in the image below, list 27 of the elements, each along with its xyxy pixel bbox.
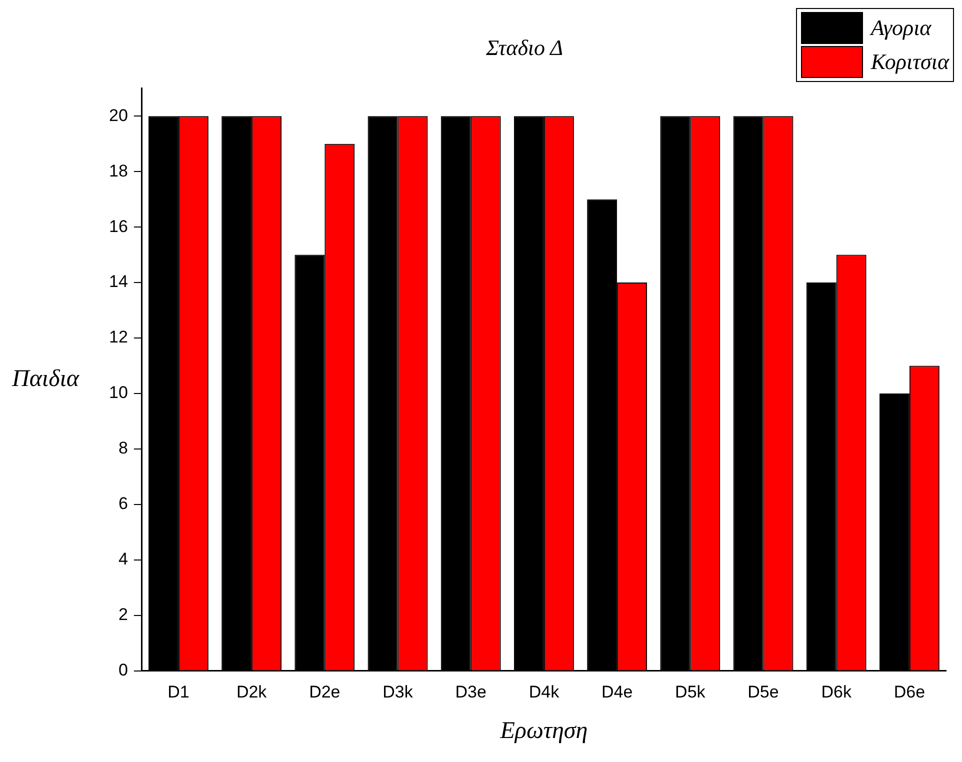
x-tick-label: D6k — [821, 682, 852, 702]
y-tick-label: 0 — [118, 660, 128, 680]
y-tick-label: 12 — [108, 328, 128, 347]
x-tick-label: D2e — [309, 682, 340, 702]
y-axis-title: Παιδια — [11, 366, 80, 392]
x-tick-label: D4k — [528, 682, 560, 702]
x-tick-label: D3k — [382, 682, 414, 702]
y-tick-label: 2 — [118, 605, 128, 624]
y-tick-label: 6 — [118, 494, 128, 514]
legend-label: Κοριτσια — [870, 49, 949, 75]
legend-label: Αγορια — [870, 15, 932, 41]
chart-title: Σταδιο Δ — [484, 34, 564, 60]
x-tick-label: D1 — [168, 682, 190, 702]
y-tick-label: 8 — [118, 438, 128, 458]
x-tick-label: D5k — [675, 682, 706, 702]
x-tick-label: D6e — [894, 682, 926, 702]
y-tick-label: 20 — [108, 106, 128, 125]
y-tick-label: 16 — [108, 216, 128, 236]
x-axis-title: Ερωτηση — [499, 718, 588, 744]
x-tick-label: D4e — [601, 682, 633, 702]
y-tick-label: 10 — [108, 383, 128, 402]
x-tick-label: D5e — [748, 682, 779, 702]
y-tick-label: 14 — [108, 272, 128, 292]
y-tick-label: 4 — [118, 550, 128, 569]
y-tick-label: 18 — [108, 161, 128, 180]
x-tick-label: D2k — [236, 682, 268, 702]
x-tick-label: D3e — [455, 682, 486, 702]
